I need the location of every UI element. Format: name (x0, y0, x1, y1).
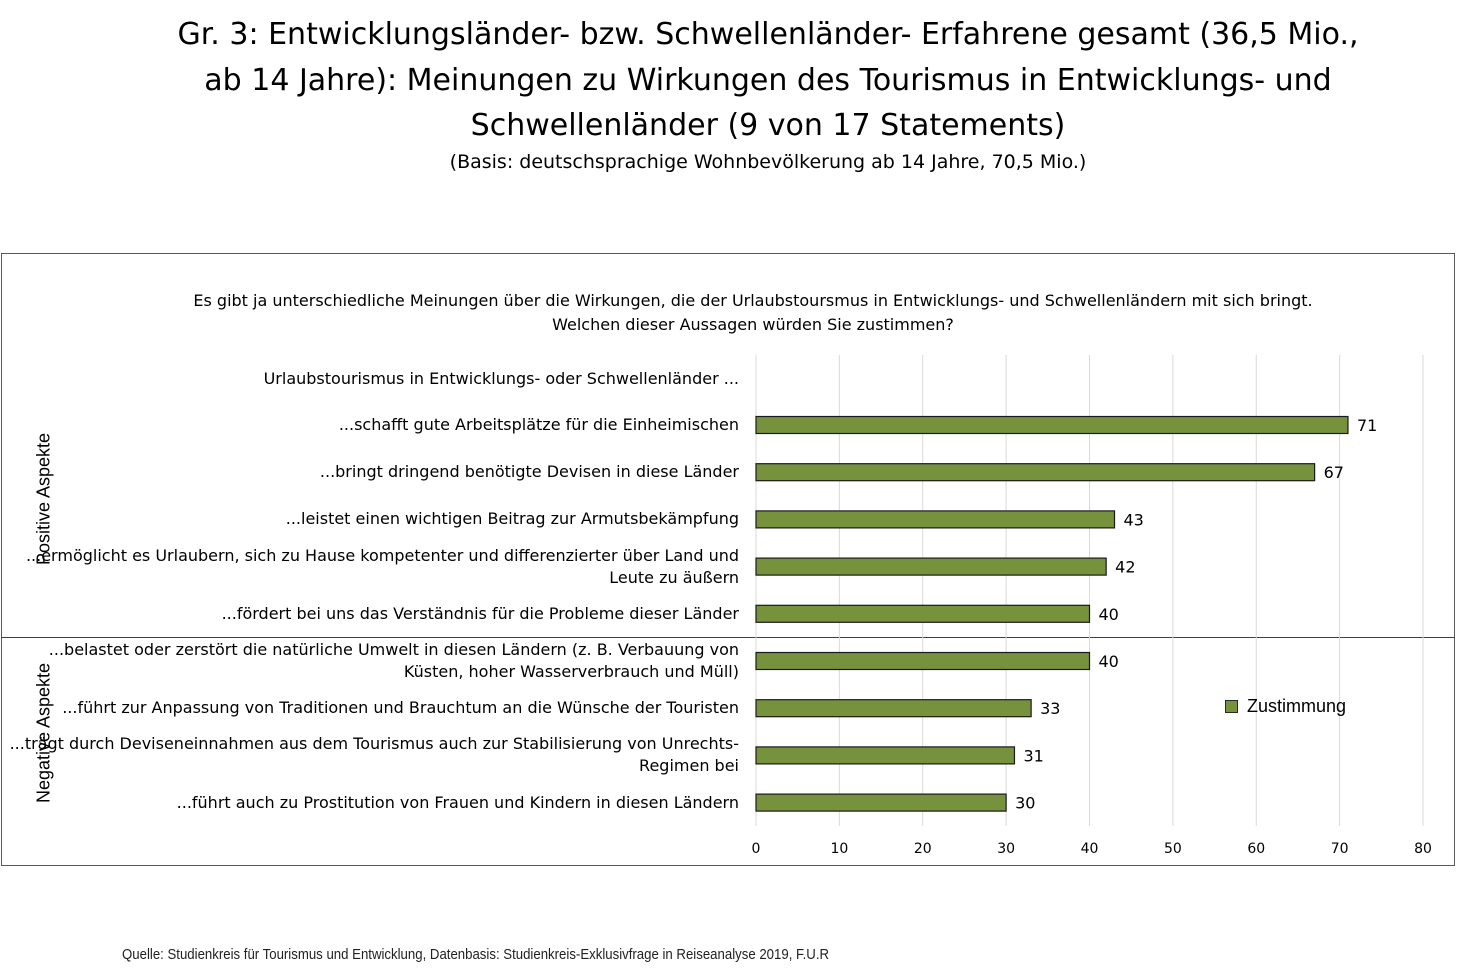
x-tick-label: 40 (1081, 841, 1099, 857)
category-label: ...ermöglicht es Urlaubern, sich zu Haus… (25, 545, 739, 587)
bar (755, 557, 1107, 576)
chart-title-line-1: Gr. 3: Entwicklungsländer- bzw. Schwelle… (177, 17, 1359, 52)
category-label: ...führt zur Anpassung von Traditionen u… (62, 698, 739, 718)
x-tick-label: 0 (752, 841, 761, 857)
x-tick-label: 60 (1247, 841, 1265, 857)
x-tick-label: 80 (1414, 841, 1432, 857)
data-label: 71 (1357, 416, 1377, 435)
category-label: ...belastet oder zerstört die natürliche… (48, 640, 739, 681)
bar (755, 793, 1007, 812)
bar (755, 604, 1091, 623)
data-label: 31 (1023, 746, 1043, 765)
category-label: ...bringt dringend benötigte Devisen in … (319, 462, 739, 482)
category-label: ...führt auch zu Prostitution von Frauen… (176, 792, 739, 812)
legend-label: Zustimmung (1247, 696, 1347, 716)
data-label: 40 (1099, 652, 1119, 671)
question-line-2: Welchen dieser Aussagen würden Sie zusti… (552, 315, 954, 334)
legend: Zustimmung (1225, 696, 1346, 717)
x-tick-label: 50 (1164, 841, 1182, 857)
x-tick-label: 20 (914, 841, 932, 857)
x-tick-label: 70 (1331, 841, 1349, 857)
bar (755, 463, 1316, 482)
chart-frame (1, 253, 1455, 866)
data-label: 67 (1324, 463, 1344, 482)
data-label: 43 (1124, 510, 1144, 529)
x-tick-label: 30 (997, 841, 1015, 857)
legend-swatch (1225, 700, 1238, 713)
chart-title-line-2: ab 14 Jahre): Meinungen zu Wirkungen des… (204, 63, 1332, 98)
question-line-1: Es gibt ja unterschiedliche Meinungen üb… (193, 291, 1313, 310)
data-label: 30 (1015, 794, 1035, 813)
category-label: ...fördert bei uns das Verständnis für d… (221, 603, 739, 623)
data-label: 42 (1115, 558, 1135, 577)
chart-title-line-3: Schwellenländer (9 von 17 Statements) (470, 108, 1066, 143)
data-label: 33 (1040, 699, 1060, 718)
category-label: ...schafft gute Arbeitsplätze für die Ei… (338, 415, 739, 434)
source-note: Quelle: Studienkreis für Tourismus und E… (122, 946, 830, 963)
bar (755, 415, 1349, 435)
bar (755, 510, 1116, 529)
header-category-label: Urlaubstourismus in Entwicklungs- oder S… (263, 369, 739, 388)
bar (755, 699, 1032, 718)
group-divider (1, 637, 1455, 638)
chart-subtitle: (Basis: deutschsprachige Wohnbevölkerung… (449, 151, 1087, 173)
bar (755, 651, 1091, 671)
category-label: ...trägt durch Deviseneinnahmen aus dem … (9, 734, 739, 776)
bar (755, 746, 1016, 765)
category-label: ...leistet einen wichtigen Beitrag zur A… (285, 509, 739, 529)
data-label: 40 (1099, 605, 1119, 624)
x-tick-label: 10 (830, 841, 848, 857)
